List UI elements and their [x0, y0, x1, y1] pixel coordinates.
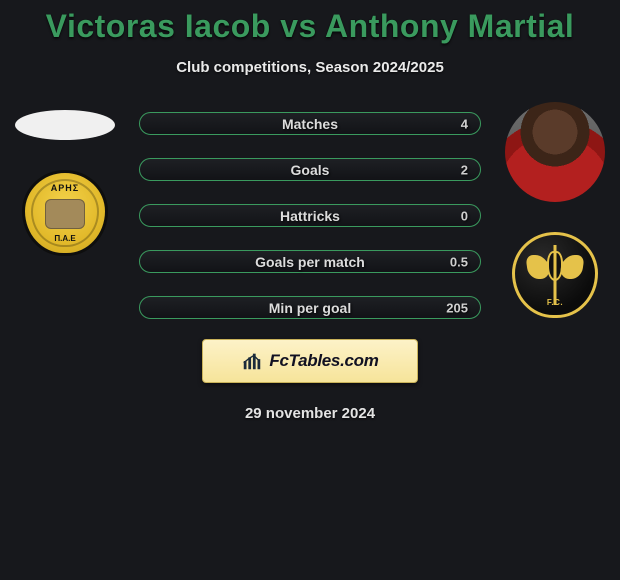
stat-right-value: 2 — [461, 162, 468, 177]
stat-label: Matches — [282, 116, 338, 132]
chart-icon — [241, 350, 263, 372]
date-text: 29 november 2024 — [0, 405, 620, 422]
player-left-club-badge: APHΣ Π.A.E — [15, 170, 115, 256]
stat-right-value: 4 — [461, 116, 468, 131]
stat-label: Goals per match — [255, 254, 365, 270]
player-right-club-badge: F.C. — [505, 232, 605, 318]
page-title: Victoras Iacob vs Anthony Martial — [0, 0, 620, 45]
stat-label: Hattricks — [280, 208, 340, 224]
stat-label: Goals — [291, 162, 330, 178]
stat-right-value: 0.5 — [450, 254, 468, 269]
right-player-column: F.C. — [500, 112, 610, 318]
comparison-area: APHΣ Π.A.E F.C. Matches 4 Goals 2 Hattri… — [0, 112, 620, 422]
stat-right-value: 205 — [446, 300, 468, 315]
player-right-photo — [505, 102, 605, 202]
stat-right-value: 0 — [461, 208, 468, 223]
player-left-photo — [15, 110, 115, 140]
stat-rows: Matches 4 Goals 2 Hattricks 0 Goals per … — [139, 112, 481, 319]
club-right-arc-text: F.C. — [515, 298, 595, 307]
site-badge[interactable]: FcTables.com — [202, 339, 418, 383]
club-left-top-text: APHΣ — [25, 183, 105, 193]
stat-row: Matches 4 — [139, 112, 481, 135]
stat-row: Goals per match 0.5 — [139, 250, 481, 273]
stat-row: Min per goal 205 — [139, 296, 481, 319]
stat-row: Hattricks 0 — [139, 204, 481, 227]
club-left-bottom-text: Π.A.E — [25, 234, 105, 243]
subtitle: Club competitions, Season 2024/2025 — [0, 59, 620, 76]
stat-label: Min per goal — [269, 300, 351, 316]
stat-row: Goals 2 — [139, 158, 481, 181]
left-player-column: APHΣ Π.A.E — [10, 112, 120, 256]
site-label: FcTables.com — [269, 351, 378, 371]
